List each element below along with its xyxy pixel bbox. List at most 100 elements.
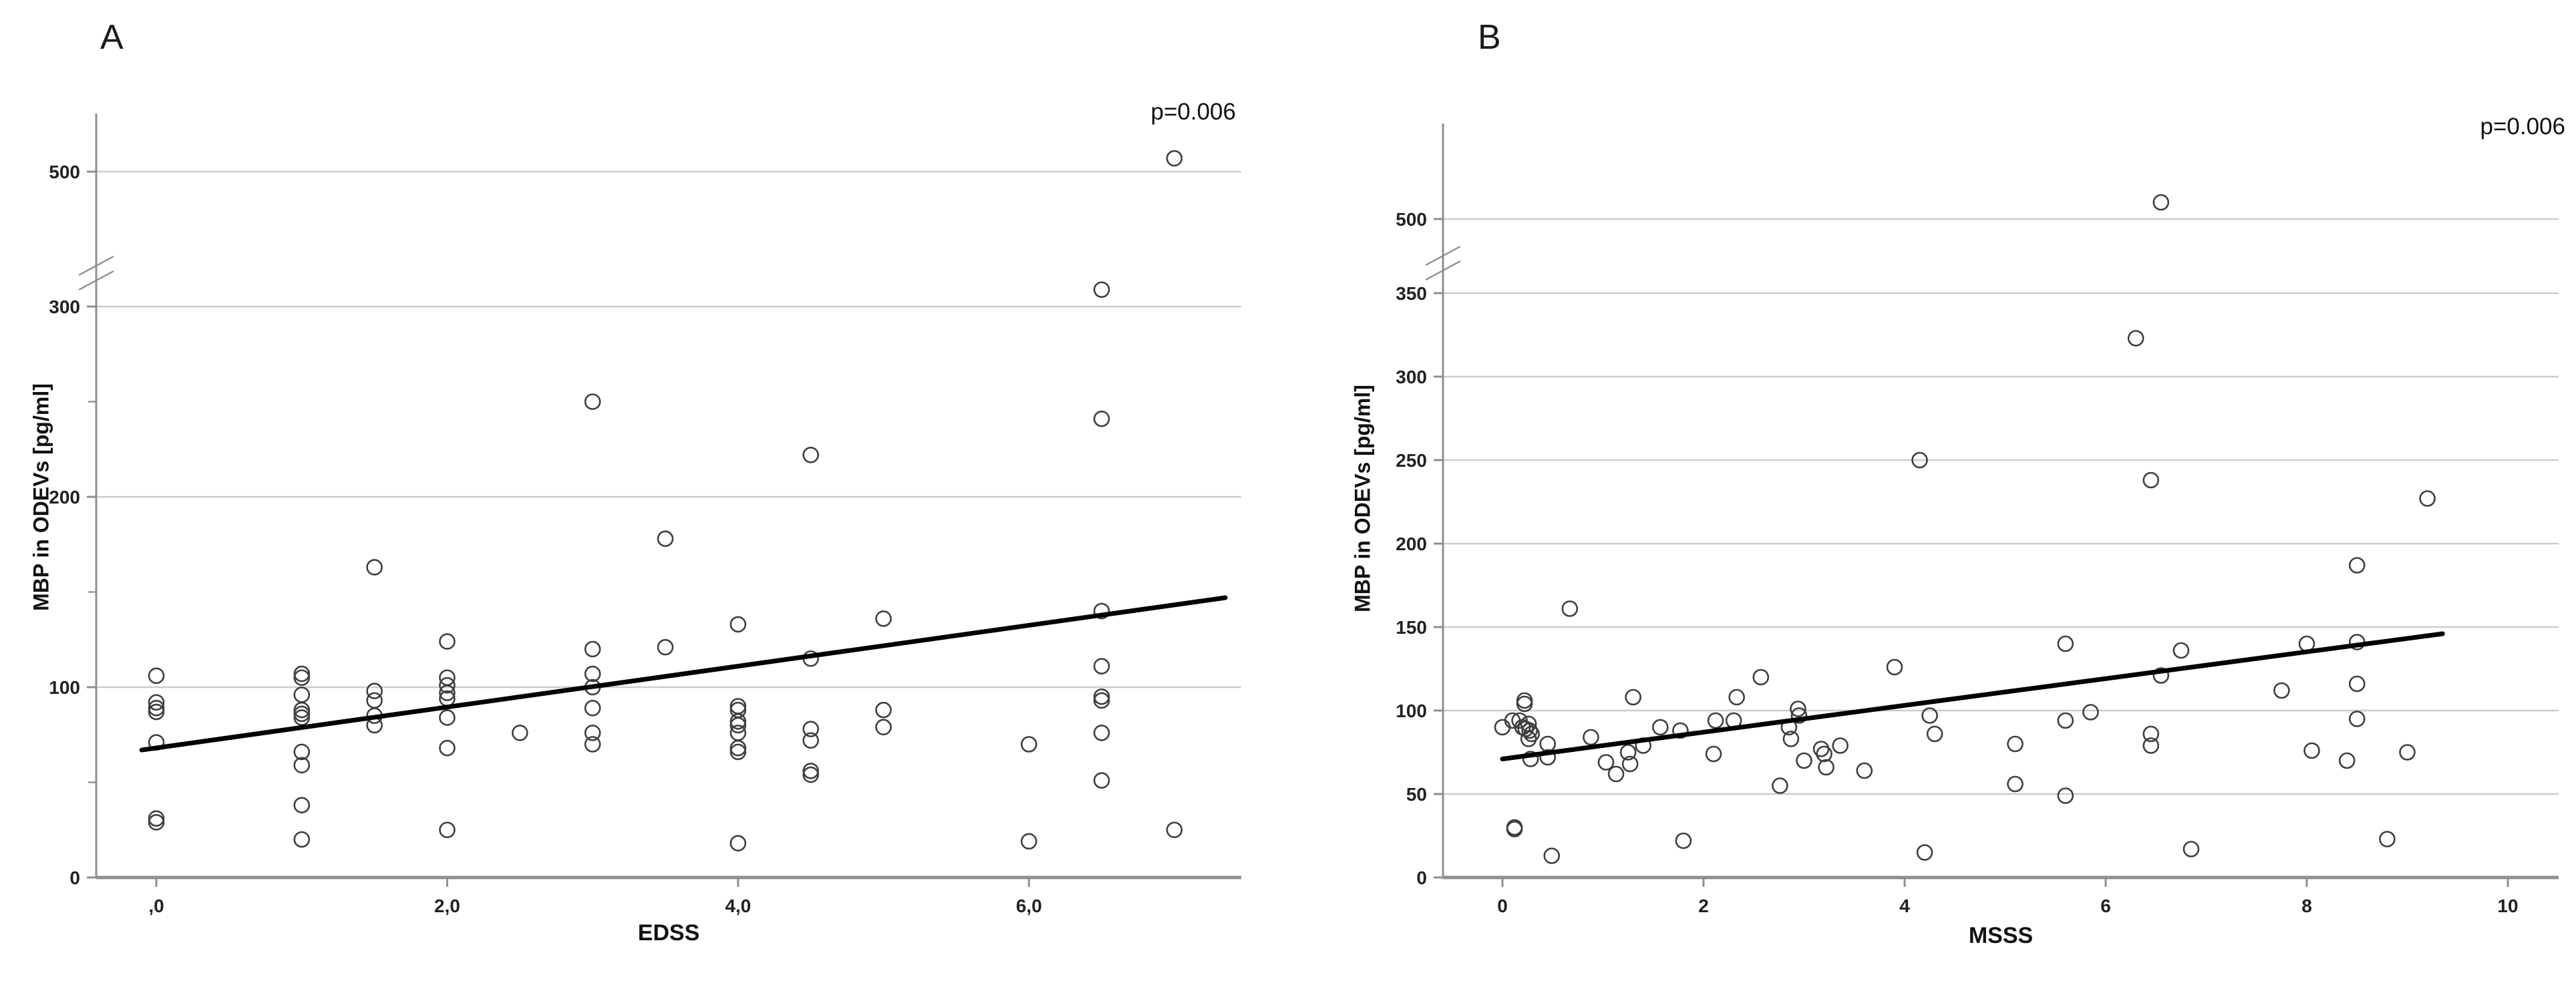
data-point	[439, 821, 456, 839]
data-point	[1093, 410, 1110, 427]
data-point	[584, 736, 601, 753]
data-point	[1516, 695, 1533, 713]
data-point	[657, 530, 674, 548]
data-point	[1093, 692, 1110, 709]
y-tick-label-b-250: 250	[1396, 450, 1427, 471]
x-tick-label-b-2: 2	[1698, 896, 1709, 916]
data-point	[1705, 745, 1722, 763]
data-point	[2152, 194, 2170, 211]
y-tick-label-a-200: 200	[49, 487, 80, 508]
data-point	[2338, 752, 2356, 769]
regression-line-a	[139, 595, 1228, 753]
data-point	[1772, 777, 1788, 794]
data-point	[1752, 668, 1770, 686]
x-tick-label-a-,0: ,0	[148, 896, 164, 916]
data-point	[802, 763, 819, 779]
data-point	[1707, 712, 1724, 729]
panel-a-p-value: p=0.006	[1150, 99, 1237, 125]
data-point	[802, 766, 819, 783]
data-point	[439, 633, 456, 650]
x-tick-label-a-6,0: 6,0	[1016, 896, 1042, 916]
panel-b-x-axis-title: MSSS	[1968, 923, 2034, 948]
x-tick-label-b-4: 4	[1899, 896, 1910, 916]
data-point	[293, 743, 311, 761]
data-point	[2273, 682, 2290, 699]
data-point	[657, 638, 674, 656]
data-point	[293, 709, 311, 726]
data-point	[2303, 742, 2320, 759]
data-point	[366, 692, 383, 709]
y-tick-label-b-200: 200	[1396, 534, 1427, 554]
y-tick-label-a-100: 100	[49, 677, 80, 698]
data-point	[584, 393, 601, 410]
data-point	[511, 725, 528, 741]
data-point	[1506, 821, 1523, 837]
data-point	[2127, 330, 2144, 347]
axis-break-icon-b	[1425, 260, 1461, 281]
data-point	[1093, 688, 1110, 705]
data-point	[2348, 675, 2366, 693]
data-point	[2419, 490, 2436, 507]
data-point	[802, 721, 819, 737]
data-point	[1166, 150, 1183, 167]
data-point	[293, 665, 311, 682]
axis-break-icon-b	[1425, 245, 1461, 266]
y-tick-label-a-300: 300	[49, 297, 80, 317]
panel-b-letter: B	[1478, 18, 1501, 57]
data-point	[1494, 719, 1511, 736]
data-point	[293, 831, 311, 848]
data-point	[1521, 722, 1538, 739]
data-point	[2183, 841, 2200, 857]
data-point	[1911, 451, 1928, 469]
data-point	[2348, 711, 2366, 727]
data-point	[2142, 725, 2160, 743]
data-point	[439, 684, 456, 701]
data-point	[1166, 821, 1183, 839]
axis-break-icon-a	[78, 270, 114, 291]
y-tick-label-a-0: 0	[69, 867, 80, 888]
data-point	[730, 698, 747, 715]
y-tick-label-b-350: 350	[1396, 283, 1427, 304]
data-point	[1093, 281, 1110, 299]
data-point	[1796, 752, 1812, 769]
data-point	[1621, 755, 1639, 773]
data-point	[1093, 602, 1110, 620]
data-point	[293, 705, 311, 723]
data-point	[1020, 736, 1037, 753]
data-point	[730, 743, 747, 761]
data-point	[439, 676, 456, 694]
y-tick-label-b-100: 100	[1396, 701, 1427, 721]
data-point	[802, 732, 819, 749]
data-point	[293, 757, 311, 774]
data-point	[1651, 719, 1669, 736]
x-tick-label-a-2,0: 2,0	[434, 896, 460, 916]
data-point	[1093, 772, 1110, 789]
x-tick-label-a-4,0: 4,0	[725, 896, 751, 916]
data-point	[2142, 471, 2160, 489]
data-point	[584, 700, 601, 717]
x-tick-label-b-0: 0	[1497, 896, 1508, 916]
data-point	[366, 682, 383, 699]
data-point	[1832, 737, 1848, 754]
data-point	[148, 694, 165, 711]
data-point	[1539, 735, 1557, 753]
data-point	[1625, 689, 1641, 706]
data-point	[439, 709, 456, 726]
y-tick-label-b-50: 50	[1406, 784, 1427, 805]
data-point	[148, 810, 165, 827]
data-point	[293, 686, 311, 703]
data-point	[293, 797, 311, 813]
y-tick-label-b-300: 300	[1396, 367, 1427, 387]
data-point	[1093, 725, 1110, 741]
y-tick-label-b-150: 150	[1396, 617, 1427, 638]
data-point	[875, 719, 892, 736]
y-tick-label-b-500: 500	[1396, 209, 1427, 230]
x-tick-label-b-8: 8	[2301, 896, 2312, 916]
data-point	[439, 739, 456, 757]
data-point	[1522, 751, 1539, 767]
data-point	[1672, 722, 1689, 739]
data-point	[1916, 844, 1933, 861]
regression-line-b	[1500, 631, 2445, 761]
